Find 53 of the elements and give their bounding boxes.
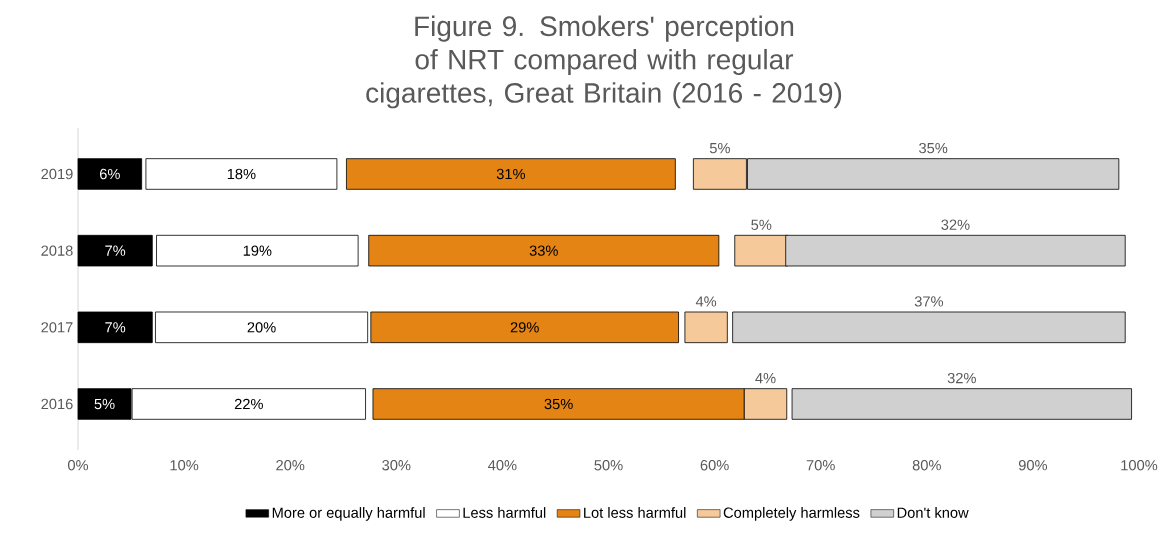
x-tick-label: 80% — [912, 460, 941, 471]
y-tick-label: 2019 — [41, 168, 73, 180]
data-label: 5% — [709, 142, 730, 154]
data-label: 33% — [529, 245, 558, 256]
data-label: 29% — [510, 322, 539, 333]
data-label: 5% — [751, 219, 772, 230]
data-label: 18% — [227, 168, 256, 180]
bar — [77, 158, 143, 190]
data-label: 37% — [914, 296, 944, 307]
bar — [370, 311, 679, 344]
data-label: 20% — [247, 322, 276, 333]
data-label: 7% — [105, 322, 126, 333]
data-label: 22% — [234, 398, 263, 410]
bar — [791, 388, 1132, 420]
y-tick-label: 2018 — [41, 245, 73, 256]
x-tick-label: 30% — [382, 460, 411, 471]
data-label: 5% — [94, 398, 115, 410]
data-label: 32% — [947, 372, 976, 384]
x-tick-label: 100% — [1121, 460, 1158, 471]
x-tick-label: 90% — [1018, 460, 1048, 471]
data-label: 35% — [544, 398, 573, 410]
x-tick-label: 0% — [67, 460, 89, 471]
data-label: 35% — [919, 142, 948, 154]
legend-label: Lot less harmful — [584, 507, 686, 518]
bar — [77, 234, 153, 267]
data-label: 4% — [755, 373, 776, 384]
bar — [368, 234, 720, 267]
chart-title: Figure 9. Smokers' perception of NRT compared with regular cigarettes, Great Britain (2016 - 2019) — [366, 15, 842, 109]
data-label: 6% — [99, 168, 120, 180]
x-tick-label: 10% — [170, 460, 199, 471]
x-tick-label: 60% — [700, 460, 729, 471]
data-label: 31% — [496, 168, 526, 180]
y-tick-label: 2016 — [41, 398, 73, 410]
x-tick-label: 70% — [806, 460, 835, 471]
data-label: 32% — [941, 219, 970, 230]
bar — [346, 158, 676, 190]
x-tick-label: 40% — [488, 460, 517, 471]
legend-label: More or equally harmful — [272, 507, 425, 521]
x-tick-label: 20% — [276, 460, 305, 471]
y-tick-label: 2017 — [41, 322, 73, 333]
data-label: 4% — [695, 296, 717, 307]
data-label: 7% — [105, 245, 126, 256]
bar — [732, 311, 1126, 344]
bar — [684, 311, 728, 344]
legend-label: Don't know — [897, 507, 969, 518]
bar — [156, 234, 359, 267]
bar — [145, 158, 338, 190]
x-tick-label: 50% — [594, 460, 623, 471]
legend-label: Less harmful — [463, 507, 546, 518]
legend-label: Completely harmless — [723, 507, 860, 521]
data-label: 19% — [243, 245, 272, 256]
bar — [77, 311, 153, 344]
bar — [155, 311, 369, 344]
